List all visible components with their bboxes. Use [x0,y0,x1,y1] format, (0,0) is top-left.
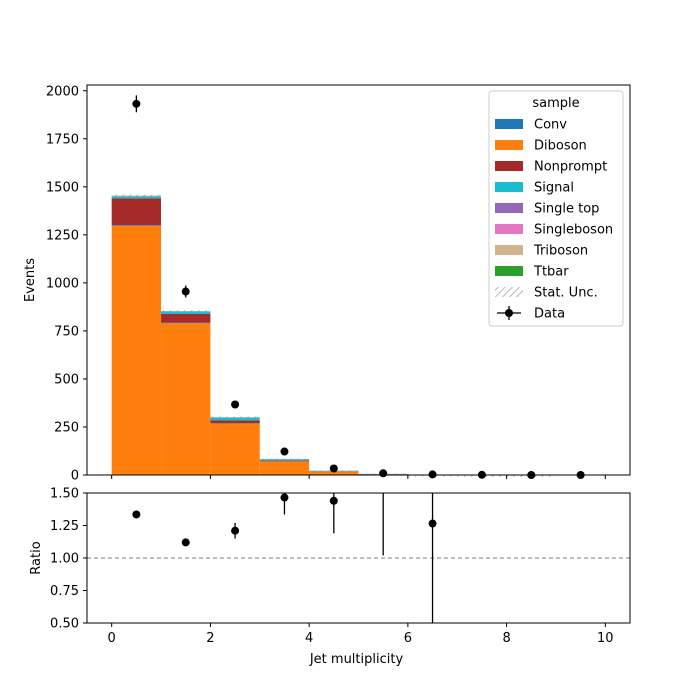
legend-swatch-stat-unc [495,287,523,297]
y-tick-label-1250: 1250 [46,228,79,243]
legend-swatch-single-top [495,203,523,213]
bar-signal-bin-0 [111,196,162,199]
main-frame [86,84,631,476]
y-axis-label: Events [23,258,38,302]
main-panel: 0 250 500 750 1000 1250 1500 1750 2000 Events [23,84,631,484]
bar-nonprompt-bin-0 [111,198,162,226]
bar-conv-bin-1 [161,322,211,324]
bar-signal-bin-2 [210,417,260,421]
y-tick-label-750: 750 [54,324,79,339]
ratio-y-tick-label-1: 0.75 [50,584,79,599]
ratio-point-4 [329,496,338,505]
x-tick-label-0: 0 [108,631,116,646]
legend-label-single-top: Single top [534,202,599,217]
legend-swatch-data-marker [505,309,513,317]
ratio-y-tick-label-4: 1.50 [50,487,79,502]
y-tick-label-1000: 1000 [46,276,79,291]
y-tick-label-500: 500 [54,372,79,387]
legend-label-singleboson: Singleboson [534,223,613,238]
data-point-4 [329,464,338,473]
legend-title: sample [532,96,579,111]
x-tick-label-4: 4 [305,631,313,646]
legend-swatch-signal [495,182,523,192]
legend-label-conv: Conv [534,118,567,133]
ratio-points [132,493,437,623]
legend-swatch-triboson [495,245,523,255]
stat-unc-bin-1 [161,310,211,313]
ratio-y-tick-label-0: 0.50 [50,617,79,632]
x-tick-label-2: 2 [206,631,214,646]
ratio-point-3 [280,493,289,502]
legend-label-nonprompt: Nonprompt [534,160,607,175]
bar-conv-bin-0 [111,225,162,226]
x-tick-label-8: 8 [502,631,510,646]
legend-swatch-conv [495,119,523,129]
ratio-point-1 [181,538,190,547]
ratio-point-6 [428,519,437,528]
ratio-y-tick-label-3: 1.25 [50,519,79,534]
bar-nonprompt-bin-3 [259,460,310,462]
data-point-2 [231,400,240,409]
ratio-panel: 0.50 0.75 1.00 1.25 1.50 0 2 4 6 8 10 Ratio Jet mu… [29,487,631,667]
data-point-6 [428,470,437,479]
ratio-point-0 [132,510,141,519]
x-axis-label: Jet multiplicity [309,652,404,667]
ratio-y-axis-label: Ratio [29,541,44,574]
y-tick-label-2000: 2000 [46,84,79,99]
x-tick-label-10: 10 [597,631,614,646]
ratio-point-2 [231,526,240,535]
bar-nonprompt-bin-2 [210,420,260,424]
ratio-y-tick-label-2: 1.00 [50,552,79,567]
legend-swatch-ttbar [495,266,523,276]
bar-signal-bin-1 [161,311,211,315]
ratio-axes: 0.50 0.75 1.00 1.25 1.50 0 2 4 6 8 10 [50,487,631,646]
data-point-3 [280,447,289,456]
bar-diboson-bin-1 [161,323,211,475]
stat-unc-bin-2 [210,416,260,419]
y-tick-label-1500: 1500 [46,180,79,195]
stat-unc-bin-0 [111,194,162,197]
y-tick-label-0: 0 [71,469,79,484]
data-point-1 [181,287,190,296]
x-tick-label-6: 6 [404,631,412,646]
bar-diboson-bin-2 [210,423,260,475]
data-point-0 [132,99,141,108]
bar-diboson-bin-3 [259,461,310,475]
legend-swatch-nonprompt [495,161,523,171]
legend-items: Conv Diboson Nonprompt Signal Single top Sing… [495,118,613,322]
bar-diboson-bin-0 [111,225,162,475]
legend-label-stat-unc: Stat. Unc. [534,286,598,301]
legend-swatch-singleboson [495,224,523,234]
main-axes: 0 250 500 750 1000 1250 1500 1750 2000 [46,84,631,484]
legend-label-signal: Signal [534,181,574,196]
stacked-bars [111,195,606,475]
legend-label-triboson: Triboson [533,244,588,259]
bar-nonprompt-bin-1 [161,314,211,323]
data-point-5 [379,469,388,478]
legend-swatch-diboson [495,140,523,150]
y-tick-label-1750: 1750 [46,132,79,147]
y-tick-label-250: 250 [54,420,79,435]
bar-diboson-bin-4 [309,471,359,475]
legend: sample Conv Diboson Nonprompt Signal Single … [488,90,624,327]
legend-label-diboson: Diboson [534,139,587,154]
legend-label-ttbar: Ttbar [533,265,569,280]
legend-label-data: Data [534,307,565,322]
stat-unc-bin-3 [259,458,310,461]
